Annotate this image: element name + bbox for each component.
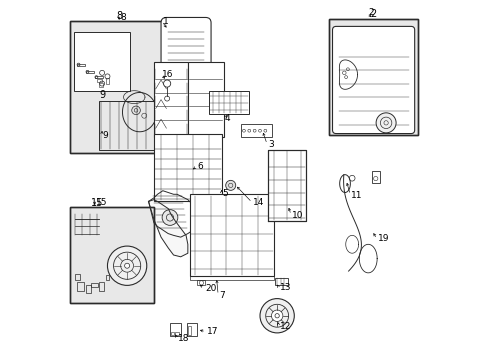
- Bar: [106, 78, 109, 84]
- FancyBboxPatch shape: [333, 26, 415, 134]
- Text: 15: 15: [91, 198, 103, 208]
- Bar: [77, 282, 83, 291]
- Circle shape: [226, 180, 236, 190]
- Text: 20: 20: [205, 284, 217, 293]
- Bar: [187, 323, 197, 336]
- Text: 17: 17: [207, 327, 219, 336]
- Bar: [75, 274, 79, 280]
- Bar: [329, 19, 418, 135]
- Bar: [188, 327, 192, 336]
- Bar: [209, 91, 248, 114]
- Polygon shape: [148, 200, 188, 257]
- Circle shape: [376, 113, 396, 133]
- Bar: [98, 282, 104, 291]
- Bar: [95, 76, 103, 78]
- Circle shape: [107, 246, 147, 285]
- Bar: [98, 102, 165, 150]
- Bar: [190, 276, 273, 280]
- FancyBboxPatch shape: [161, 18, 211, 71]
- Bar: [171, 332, 174, 336]
- Bar: [197, 280, 205, 285]
- Text: 2: 2: [368, 8, 374, 17]
- Text: 9: 9: [103, 131, 109, 140]
- Bar: [70, 207, 154, 303]
- Bar: [70, 21, 168, 153]
- Bar: [190, 194, 273, 276]
- Bar: [242, 123, 272, 137]
- Circle shape: [260, 298, 294, 333]
- Text: 16: 16: [162, 70, 173, 79]
- Bar: [372, 171, 380, 183]
- Text: 3: 3: [268, 140, 274, 149]
- Bar: [329, 19, 418, 135]
- Bar: [268, 150, 306, 221]
- Text: 15: 15: [96, 198, 107, 207]
- Bar: [188, 62, 223, 137]
- Bar: [154, 134, 222, 202]
- Bar: [275, 278, 288, 285]
- Text: 10: 10: [292, 211, 304, 220]
- Circle shape: [132, 106, 140, 114]
- Bar: [170, 323, 181, 336]
- Bar: [92, 283, 98, 287]
- Text: 2: 2: [370, 9, 377, 19]
- Bar: [98, 83, 103, 87]
- Text: 5: 5: [222, 189, 228, 198]
- Text: 9: 9: [99, 90, 105, 100]
- Text: 18: 18: [178, 334, 190, 343]
- Bar: [97, 79, 102, 82]
- Bar: [74, 32, 130, 91]
- Circle shape: [164, 80, 171, 87]
- Circle shape: [162, 210, 178, 225]
- Text: 11: 11: [351, 190, 363, 199]
- Text: 12: 12: [280, 322, 292, 331]
- Text: 14: 14: [253, 198, 265, 207]
- Bar: [86, 285, 92, 293]
- Text: 8: 8: [120, 13, 126, 22]
- Text: 8: 8: [116, 12, 122, 21]
- Text: 7: 7: [220, 291, 225, 300]
- Bar: [106, 275, 109, 280]
- Bar: [70, 21, 168, 153]
- Bar: [175, 332, 179, 336]
- Text: 13: 13: [280, 283, 292, 292]
- Text: 6: 6: [198, 162, 204, 171]
- Bar: [154, 62, 188, 137]
- Text: 4: 4: [225, 114, 231, 123]
- Bar: [86, 71, 94, 73]
- Circle shape: [124, 263, 130, 268]
- Text: 19: 19: [378, 234, 390, 243]
- Bar: [77, 64, 85, 66]
- Circle shape: [271, 310, 283, 321]
- Text: 1: 1: [163, 17, 169, 26]
- Bar: [70, 207, 154, 303]
